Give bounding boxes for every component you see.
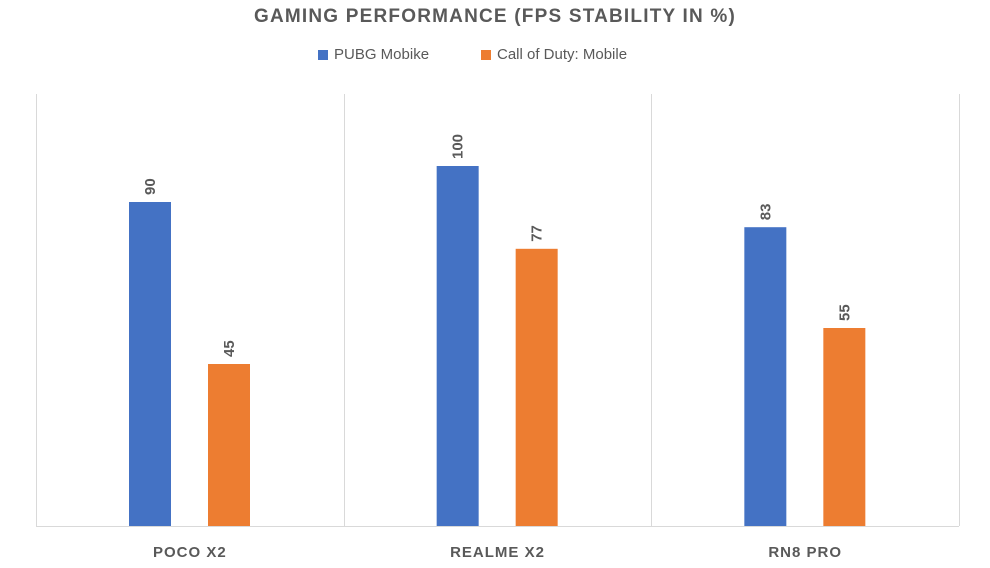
legend: PUBG Mobike Call of Duty: Mobile [0,46,990,68]
bar-pubg-mobike-rn8-pro [744,227,787,526]
data-label-call-of-duty-mobile-poco-x2: 45 [221,340,238,357]
legend-label-pubg-mobike: PUBG Mobike [334,46,430,63]
data-label-call-of-duty-mobile-rn8-pro: 55 [836,304,853,321]
legend-swatch-pubg-mobike [318,49,328,60]
bar-pubg-mobike-realme-x2 [436,166,479,526]
bar-call-of-duty-mobile-poco-x2 [208,364,250,526]
x-tick-label-realme-x2: REALME X2 [450,544,545,561]
x-tick-label-poco-x2: POCO X2 [153,544,227,561]
legend-label-call-of-duty-mobile: Call of Duty: Mobile [497,46,628,63]
x-tick-label-rn8-pro: RN8 PRO [768,544,842,561]
data-label-call-of-duty-mobile-realme-x2: 77 [529,225,546,242]
legend-item-pubg-mobike: PUBG Mobike [318,46,429,63]
data-label-pubg-mobike-rn8-pro: 83 [757,204,774,221]
bar-call-of-duty-mobile-rn8-pro [823,328,866,526]
chart-title: GAMING PERFORMANCE (FPS STABILITY IN %) [253,6,737,27]
bar-call-of-duty-mobile-realme-x2 [515,248,558,527]
legend-swatch-call-of-duty-mobile [481,49,491,60]
legend-item-call-of-duty-mobile: Call of Duty: Mobile [481,46,627,63]
bar-pubg-mobike-poco-x2 [129,202,171,526]
data-label-pubg-mobike-realme-x2: 100 [450,134,467,159]
data-label-pubg-mobike-poco-x2: 90 [142,178,159,195]
